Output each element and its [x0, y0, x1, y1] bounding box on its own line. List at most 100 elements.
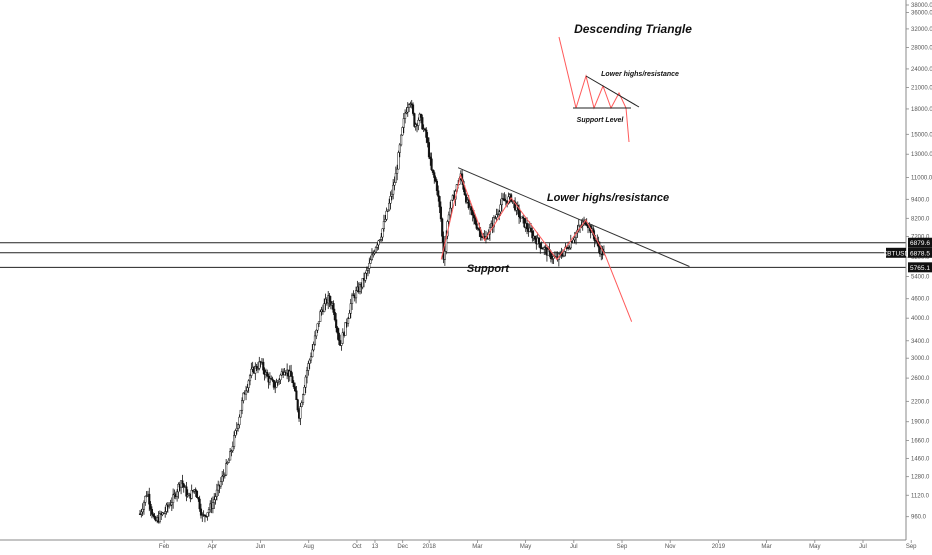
projected-breakdown-line: [604, 254, 633, 322]
candle-body: [385, 210, 388, 220]
candle-body: [410, 103, 413, 106]
candle-body: [471, 209, 474, 216]
candle-body: [406, 107, 409, 113]
candle-body: [332, 303, 335, 313]
y-tick-label: 18000.0: [911, 107, 932, 113]
candle-body: [402, 118, 405, 128]
candle-body: [470, 206, 473, 211]
candle-body: [308, 359, 311, 364]
candle-body: [408, 104, 411, 108]
candle-body: [172, 494, 175, 503]
candle-body: [158, 513, 161, 523]
candle-body: [141, 508, 144, 513]
candle-body: [435, 180, 438, 191]
schematic-breakdown-line: [625, 107, 630, 143]
y-tick-label: 2600.0: [911, 376, 930, 382]
candle-body: [211, 502, 214, 509]
candle-body: [197, 497, 200, 500]
y-tick-label: 1900.0: [911, 420, 930, 426]
y-tick-label: 36000.0: [911, 11, 932, 17]
candle-body: [213, 499, 216, 503]
schematic-entry-line: [558, 36, 577, 109]
highlight-zigzag: [440, 173, 606, 261]
resistance-price-badge-bg: [908, 237, 932, 248]
candle-body: [309, 356, 313, 361]
candle-body: [328, 295, 331, 302]
candle-body: [441, 218, 444, 237]
candle-body: [370, 254, 374, 261]
candle-body: [238, 416, 241, 426]
candle-body: [176, 491, 179, 498]
candle-body: [303, 387, 306, 395]
candle-body: [368, 263, 371, 269]
y-tick-label: 8200.0: [911, 216, 930, 222]
candle-body: [494, 217, 497, 219]
candle-body: [374, 247, 377, 253]
candle-body: [525, 223, 529, 230]
schematic-resistance-line: [585, 75, 640, 108]
candle-body: [148, 493, 151, 505]
candle-body: [427, 142, 431, 158]
candle-body: [369, 259, 372, 264]
candle-body: [412, 104, 415, 114]
candle-body: [372, 253, 375, 256]
candle-body: [225, 463, 228, 476]
candle-body: [429, 156, 432, 160]
candle-body: [226, 462, 229, 464]
candle-body: [266, 372, 269, 377]
candle-body: [361, 278, 364, 288]
candle-body: [447, 214, 450, 222]
y-tick-label: 4000.0: [911, 316, 930, 322]
candle-body: [274, 386, 277, 389]
x-tick-label: 13: [372, 544, 379, 550]
annotation-descending-triangle: Descending Triangle: [574, 22, 692, 36]
candle-body: [138, 513, 142, 515]
candle-body: [268, 378, 271, 383]
x-tick-label: May: [809, 544, 820, 550]
y-tick-label: 24000.0: [911, 67, 932, 73]
y-tick-label: 38000.0: [911, 3, 932, 9]
x-tick-label: Mar: [761, 544, 771, 550]
candle-body: [393, 182, 396, 186]
candle-body: [500, 198, 503, 206]
candle-body: [198, 498, 201, 510]
candle-body: [381, 228, 384, 238]
candle-body: [307, 363, 310, 371]
candle-body: [336, 327, 339, 334]
candle-body: [389, 196, 392, 204]
candle-body: [290, 370, 293, 377]
resistance-price-badge: 6879.6: [910, 240, 930, 247]
y-axis: 38000.0 36000.0 32000.0 28000.0 24000.0 21000…: [905, 0, 932, 540]
candle-body: [426, 137, 429, 143]
candle-body: [474, 217, 477, 224]
candle-body: [275, 382, 278, 388]
candle-body: [522, 216, 525, 219]
y-tick-label: 11000.0: [911, 175, 932, 181]
candle-body: [313, 335, 317, 345]
candle-body: [492, 217, 495, 228]
candle-body: [463, 189, 466, 195]
resistance-trendline: [457, 167, 690, 267]
candle-body: [142, 502, 146, 510]
candle-body: [255, 366, 258, 370]
candle-body: [181, 480, 184, 485]
candle-body: [194, 489, 197, 492]
candle-body: [547, 249, 550, 256]
candle-body: [335, 319, 338, 329]
candle-body: [301, 394, 305, 404]
symbol-badge: XBTUSD: [883, 250, 910, 257]
candle-body: [339, 340, 342, 346]
candle-body: [413, 113, 416, 127]
x-tick-label: Jun: [256, 544, 266, 550]
candle-body: [380, 236, 383, 240]
candle-body: [531, 231, 534, 239]
candle-body: [467, 199, 470, 209]
candle-body: [498, 211, 501, 215]
candle-body: [149, 503, 152, 510]
candle-body: [195, 491, 199, 498]
candle-body: [223, 474, 226, 477]
candle-body: [262, 361, 265, 371]
x-tick-label: Nov: [665, 544, 676, 550]
